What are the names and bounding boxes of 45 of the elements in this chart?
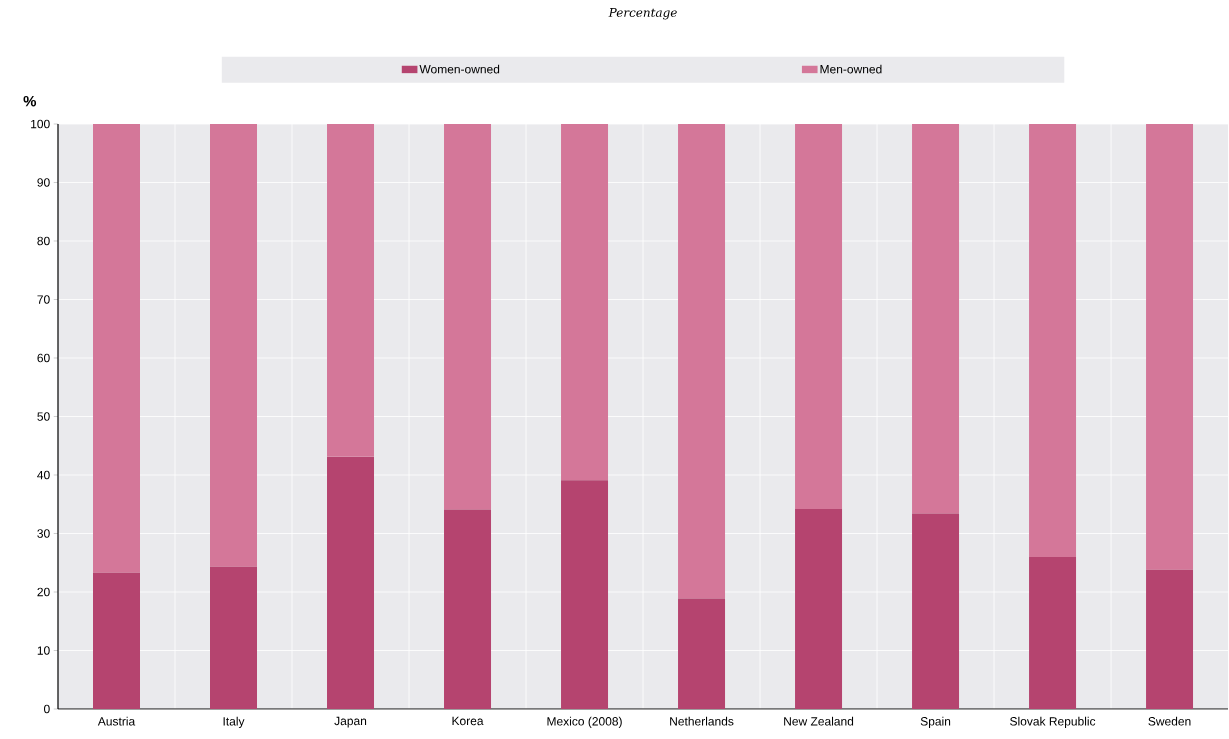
bar	[1029, 556, 1077, 709]
x-tick-label: Slovak Republic	[1010, 716, 1096, 728]
bar	[1146, 569, 1194, 709]
y-tick-label: 40	[37, 470, 50, 480]
bar	[912, 513, 960, 709]
bar	[444, 123, 492, 510]
bar	[795, 123, 843, 509]
x-tick-label: Korea	[452, 716, 484, 726]
bar	[912, 123, 960, 514]
bar	[561, 123, 609, 481]
y-tick-label: 10	[37, 646, 50, 655]
y-tick-label: 50	[37, 412, 50, 421]
y-axis-title: %	[23, 95, 37, 107]
y-tick-label: 100	[31, 119, 50, 129]
y-tick-label: 70	[37, 295, 50, 304]
bar	[444, 509, 492, 709]
bar	[210, 566, 258, 709]
y-tick-label: 20	[37, 587, 50, 597]
bar	[327, 456, 375, 709]
bar	[93, 572, 140, 709]
bar	[210, 123, 258, 567]
chart-title: Percentage	[608, 8, 677, 20]
x-tick-label: Austria	[97, 716, 136, 726]
bar	[1146, 123, 1194, 570]
bar	[678, 123, 726, 599]
x-tick-label: Japan	[334, 716, 367, 728]
bar	[561, 480, 609, 709]
legend-label: Women-owned	[419, 64, 500, 74]
bar	[327, 123, 375, 457]
y-tick-label: 30	[37, 529, 50, 538]
x-tick-label: New Zealand	[784, 716, 854, 726]
legend-label: Men-owned	[820, 64, 882, 74]
x-tick-label: Italy	[223, 716, 245, 728]
bar	[678, 598, 726, 709]
y-tick-label: 60	[37, 353, 50, 363]
bar	[93, 123, 140, 573]
bar	[1029, 123, 1077, 557]
y-tick-label: 90	[37, 178, 50, 187]
bar	[795, 508, 843, 709]
x-tick-label: Mexico (2008)	[547, 716, 622, 728]
x-tick-label: Spain	[920, 716, 951, 728]
y-tick-label: 0	[44, 704, 50, 714]
x-tick-label: Sweden	[1148, 716, 1191, 726]
x-tick-label: Netherlands	[670, 716, 734, 726]
y-tick-label: 80	[37, 236, 50, 246]
